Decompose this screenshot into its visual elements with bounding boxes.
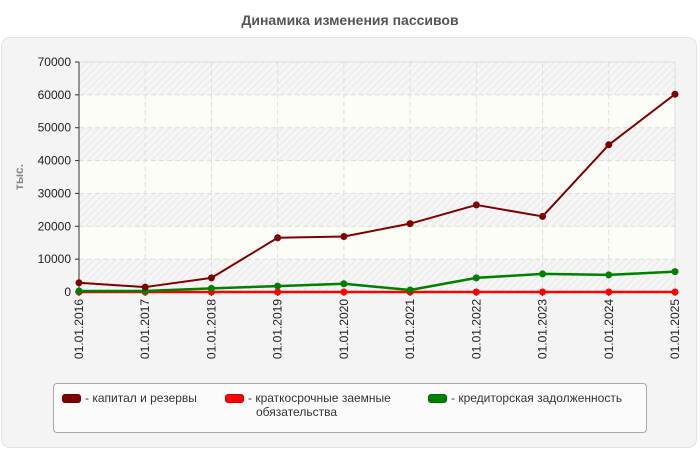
svg-text:01.01.2021: 01.01.2021: [403, 299, 417, 359]
plot-area: [79, 62, 675, 292]
data-point[interactable]: [671, 268, 679, 276]
data-point[interactable]: [274, 234, 282, 242]
series-line: [75, 90, 679, 291]
data-point[interactable]: [274, 282, 282, 290]
legend: - капитал и резервы - краткосрочные заем…: [53, 383, 647, 433]
data-point[interactable]: [340, 280, 348, 288]
data-point[interactable]: [539, 288, 547, 296]
data-point[interactable]: [671, 288, 679, 296]
svg-text:10000: 10000: [38, 252, 72, 266]
svg-text:01.01.2017: 01.01.2017: [138, 299, 152, 359]
svg-text:0: 0: [64, 285, 71, 299]
y-axis-label: тыс.: [12, 164, 26, 190]
svg-text:01.01.2024: 01.01.2024: [602, 299, 616, 359]
data-point[interactable]: [340, 232, 348, 240]
y-axis-ticks: 0 10000 20000 30000 40000 50000 60000 70000: [38, 55, 79, 299]
legend-swatch-short-term: [225, 394, 244, 403]
data-point[interactable]: [207, 274, 215, 282]
svg-text:20000: 20000: [38, 219, 72, 233]
legend-item-capital[interactable]: - капитал и резервы: [62, 391, 197, 405]
data-point[interactable]: [605, 141, 613, 149]
data-point[interactable]: [472, 288, 480, 296]
svg-text:01.01.2025: 01.01.2025: [668, 299, 682, 359]
svg-text:01.01.2019: 01.01.2019: [271, 299, 285, 359]
data-point[interactable]: [472, 274, 480, 282]
grid-lines: [79, 61, 676, 292]
data-point[interactable]: [406, 286, 414, 294]
data-point[interactable]: [605, 271, 613, 279]
svg-text:70000: 70000: [38, 55, 72, 69]
legend-swatch-payables: [428, 394, 447, 403]
series-line: [75, 268, 679, 295]
svg-text:60000: 60000: [38, 88, 72, 102]
svg-text:01.01.2020: 01.01.2020: [337, 299, 351, 359]
legend-item-payables[interactable]: - кредиторская задолженность: [428, 391, 622, 405]
line-chart: 0 10000 20000 30000 40000 50000 60000 70000 01.…: [12, 55, 682, 359]
data-point[interactable]: [274, 288, 282, 296]
svg-text:01.01.2018: 01.01.2018: [204, 299, 218, 359]
x-axis-ticks: 01.01.2016 01.01.2017 01.01.2018 01.01.2019…: [72, 292, 682, 359]
legend-label: - краткосрочные заемные обязательства: [248, 391, 391, 419]
svg-text:40000: 40000: [38, 154, 72, 168]
svg-text:01.01.2022: 01.01.2022: [469, 299, 483, 359]
data-point[interactable]: [605, 288, 613, 296]
data-point[interactable]: [671, 90, 679, 98]
legend-swatch-capital: [62, 394, 81, 403]
data-series: [75, 90, 679, 296]
data-point[interactable]: [207, 284, 215, 292]
chart-title: Динамика изменения пассивов: [241, 12, 459, 28]
svg-text:50000: 50000: [38, 121, 72, 135]
legend-label: - кредиторская задолженность: [451, 391, 623, 405]
svg-text:30000: 30000: [38, 186, 72, 200]
svg-text:01.01.2016: 01.01.2016: [72, 299, 86, 359]
legend-item-short-term[interactable]: - краткосрочные заемные обязательства: [225, 391, 391, 419]
legend-label: - капитал и резервы: [85, 391, 197, 405]
data-point[interactable]: [75, 287, 83, 295]
data-point[interactable]: [75, 279, 83, 287]
data-point[interactable]: [340, 288, 348, 296]
data-point[interactable]: [472, 201, 480, 209]
data-point[interactable]: [141, 283, 149, 291]
svg-text:01.01.2023: 01.01.2023: [536, 299, 550, 359]
data-point[interactable]: [539, 212, 547, 220]
data-point[interactable]: [539, 270, 547, 278]
data-point[interactable]: [406, 220, 414, 228]
